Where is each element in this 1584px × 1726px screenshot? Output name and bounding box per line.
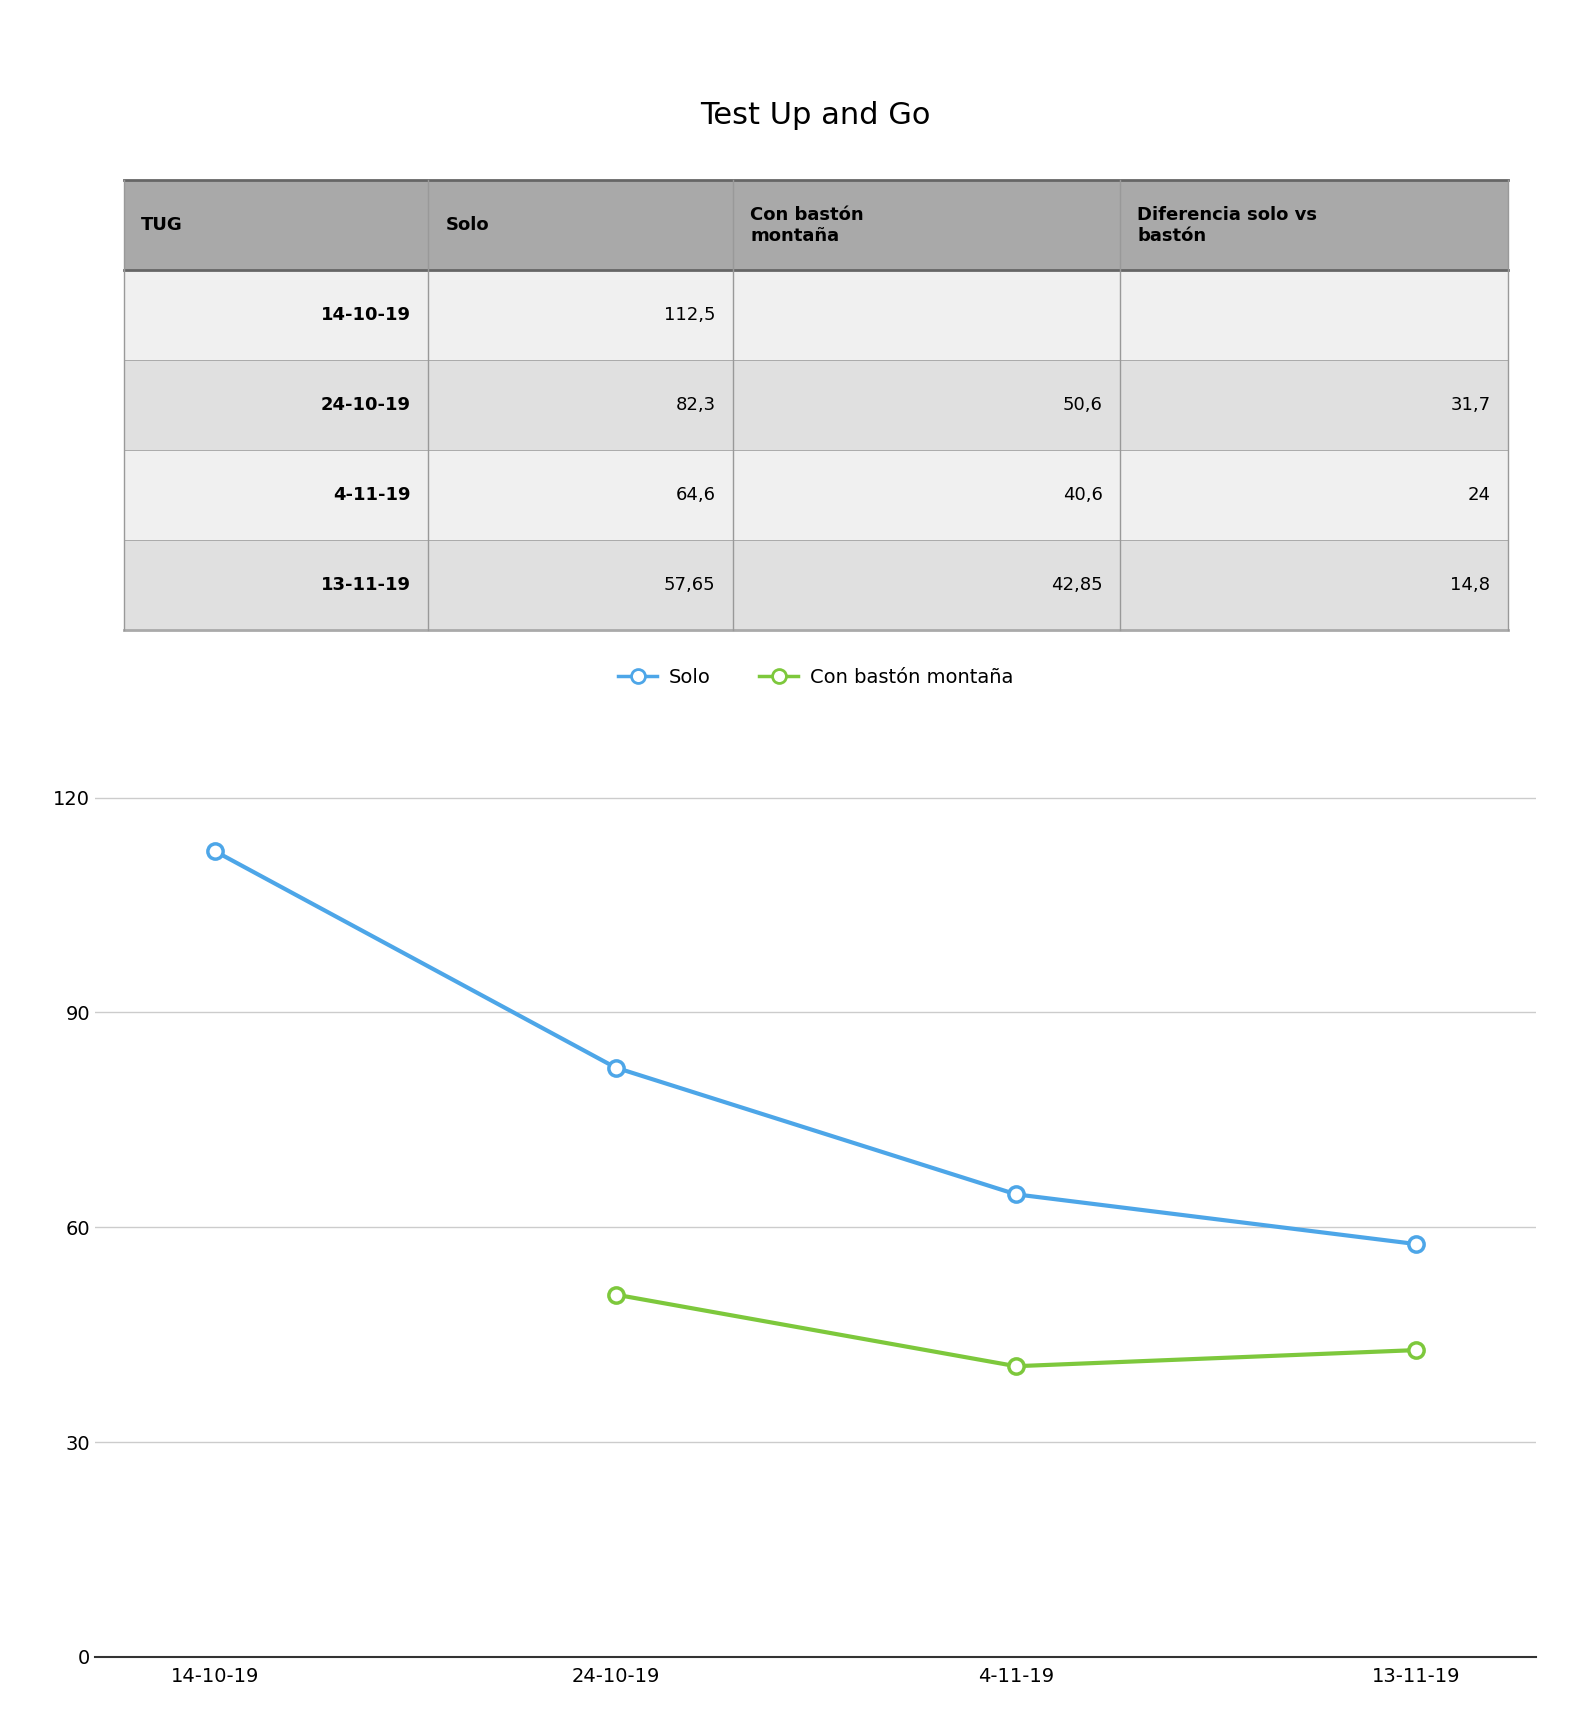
Text: 24: 24 <box>1467 485 1491 504</box>
Bar <box>124 361 1508 450</box>
Text: 14-10-19: 14-10-19 <box>322 306 410 324</box>
Text: TUG: TUG <box>141 216 182 235</box>
Text: 40,6: 40,6 <box>1063 485 1102 504</box>
Text: 50,6: 50,6 <box>1063 395 1102 414</box>
Text: 57,65: 57,65 <box>664 576 716 594</box>
Text: Solo: Solo <box>445 216 489 235</box>
Text: Diferencia solo vs
bastón: Diferencia solo vs bastón <box>1137 205 1318 245</box>
Text: Con bastón
montaña: Con bastón montaña <box>751 205 863 245</box>
Legend: Solo, Con bastón montaña: Solo, Con bastón montaña <box>610 661 1022 696</box>
Text: 31,7: 31,7 <box>1451 395 1491 414</box>
Bar <box>124 450 1508 540</box>
Bar <box>124 540 1508 630</box>
Text: 13-11-19: 13-11-19 <box>322 576 410 594</box>
Text: 14,8: 14,8 <box>1451 576 1491 594</box>
Text: 64,6: 64,6 <box>675 485 716 504</box>
Text: 42,85: 42,85 <box>1052 576 1102 594</box>
Text: 24-10-19: 24-10-19 <box>322 395 410 414</box>
Bar <box>124 180 1508 269</box>
Text: 112,5: 112,5 <box>664 306 716 324</box>
Bar <box>124 269 1508 361</box>
Text: 82,3: 82,3 <box>675 395 716 414</box>
Text: Test Up and Go: Test Up and Go <box>700 102 931 131</box>
Text: 4-11-19: 4-11-19 <box>334 485 410 504</box>
